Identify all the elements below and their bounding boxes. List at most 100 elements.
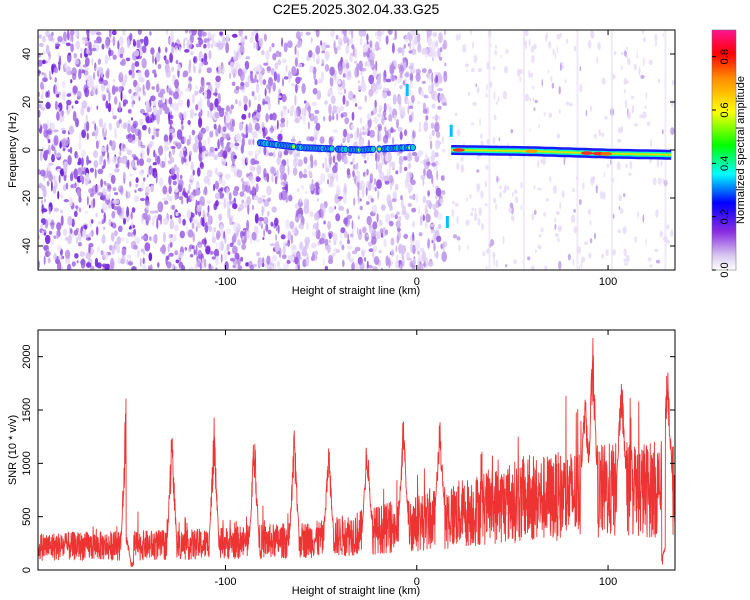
spectrogram-noise-cell — [270, 125, 274, 133]
spectrogram-noise-cell — [116, 205, 122, 215]
spectrogram-noise-cell — [406, 99, 410, 105]
spectrogram-noise-cell — [51, 64, 54, 75]
spectrogram-noise-cell — [502, 235, 505, 245]
spectrogram-noise-cell — [41, 185, 46, 192]
spectrogram-noise-cell — [135, 177, 139, 184]
spectrogram-noise-cell — [230, 104, 234, 110]
spectrogram-noise-cell — [367, 113, 371, 121]
spectrogram-noise-cell — [310, 37, 313, 44]
spectrogram-noise-cell — [69, 146, 73, 154]
spectrogram-noise-cell — [398, 65, 405, 75]
spectrogram-noise-cell — [98, 66, 102, 74]
spectrogram-y-tick-label: -20 — [21, 190, 33, 206]
spectrogram-noise-cell — [435, 187, 442, 197]
spectrogram-noise-cell — [394, 183, 399, 191]
spectrogram-noise-cell — [356, 227, 359, 235]
spectrogram-noise-cell — [273, 126, 277, 130]
spectrogram-noise-cell — [248, 175, 253, 179]
spectrogram-noise-cell — [220, 125, 224, 136]
spectrogram-noise-cell — [204, 89, 207, 101]
spectrogram-noise-cell — [166, 255, 170, 261]
spectrogram-noise-cell — [332, 233, 338, 242]
spectrogram-noise-cell — [431, 116, 436, 120]
spectrogram-noise-cell — [215, 127, 219, 137]
spectrogram-noise-cell — [418, 128, 422, 132]
spectrogram-noise-cell — [541, 79, 544, 87]
spectrogram-noise-cell — [168, 233, 172, 239]
spectrogram-noise-cell — [197, 30, 203, 38]
spectrogram-noise-cell — [138, 158, 145, 167]
spectrogram-marks — [38, 30, 675, 270]
spectrogram-noise-cell — [375, 60, 378, 72]
spectrogram-noise-cell — [378, 219, 383, 227]
spectrogram-noise-cell — [201, 79, 205, 91]
spectrogram-noise-cell — [339, 231, 343, 240]
spectrogram-noise-cell — [191, 195, 195, 202]
spectrogram-noise-cell — [509, 202, 514, 208]
spectrogram-noise-cell — [654, 33, 658, 42]
spectrogram-noise-cell — [514, 196, 519, 204]
spectrogram-noise-cell — [54, 100, 58, 110]
spectrogram-noise-cell — [241, 132, 245, 137]
spectrogram-noise-cell — [324, 100, 328, 105]
spectrogram-noise-cell — [308, 111, 311, 119]
colorbar-tick-label: 0.0 — [719, 262, 731, 277]
spectrogram-noise-cell — [142, 124, 147, 131]
snr-y-tick-label: 500 — [21, 507, 33, 525]
spectrogram-noise-cell — [365, 187, 368, 196]
spectrogram-noise-cell — [335, 213, 341, 222]
spectrogram-noise-cell — [70, 43, 74, 53]
spectrogram-noise-cell — [350, 123, 355, 130]
spectrogram-noise-cell — [346, 208, 350, 215]
spectrogram-noise-cell — [392, 94, 397, 105]
spectrogram-noise-cell — [219, 31, 224, 36]
spectrogram-noise-cell — [69, 196, 73, 207]
spectrogram-noise-cell — [245, 56, 250, 60]
spectrogram-noise-cell — [644, 105, 647, 110]
spectrogram-noise-cell — [477, 218, 481, 226]
spectrogram-noise-cell — [359, 261, 365, 270]
spectrogram-noise-cell — [137, 30, 142, 35]
spectrogram-noise-cell — [555, 232, 557, 237]
spectrogram-noise-cell — [333, 247, 337, 255]
spectrogram-noise-cell — [74, 30, 80, 38]
spectrogram-noise-cell — [408, 105, 414, 110]
spectrogram-noise-cell — [451, 208, 455, 218]
spectrogram-noise-cell — [160, 217, 162, 225]
spectrogram-noise-cell — [281, 254, 287, 260]
spectrogram-noise-cell — [390, 127, 394, 134]
spectrogram-noise-cell — [443, 70, 447, 77]
spectrogram-noise-cell — [203, 52, 208, 63]
spectrogram-noise-cell — [556, 46, 558, 54]
spectrogram-noise-cell — [151, 216, 155, 227]
spectrogram-noise-cell — [502, 90, 507, 100]
spectrogram-noise-cell — [131, 62, 135, 73]
spectrogram-noise-cell — [368, 224, 372, 229]
spectrogram-noise-cell — [308, 164, 312, 170]
spectrogram-noise-cell — [254, 213, 259, 224]
spectrogram-noise-cell — [201, 257, 205, 269]
spectrogram-noise-cell — [170, 145, 176, 149]
spectrogram-noise-cell — [157, 99, 163, 108]
spectrogram-noise-cell — [503, 65, 509, 74]
spectrogram-noise-cell — [207, 214, 212, 225]
spectrogram-noise-cell — [253, 95, 257, 101]
spectrogram-noise-cell — [360, 80, 366, 88]
spectrogram-noise-cell — [314, 109, 320, 114]
spectrogram-noise-cell — [206, 82, 211, 86]
spectrogram-noise-cell — [184, 247, 187, 251]
spectrogram-noise-cell — [329, 76, 334, 87]
spectrogram-noise-cell — [177, 64, 181, 72]
spectrogram-noise-cell — [431, 40, 437, 52]
spectrogram-noise-cell — [266, 66, 271, 72]
spectrogram-x-tick-label: 100 — [599, 276, 617, 288]
spectrogram-noise-cell — [215, 200, 219, 207]
spectrogram-noise-cell — [207, 151, 212, 157]
spectrogram-noise-cell — [103, 159, 106, 168]
spectrogram-noise-cell — [580, 260, 583, 270]
spectrogram-noise-cell — [174, 45, 178, 54]
spectrogram-noise-cell — [334, 205, 337, 210]
spectrogram-noise-cell — [225, 228, 232, 235]
spectrogram-noise-cell — [267, 197, 271, 202]
spectrogram-noise-cell — [439, 56, 443, 61]
